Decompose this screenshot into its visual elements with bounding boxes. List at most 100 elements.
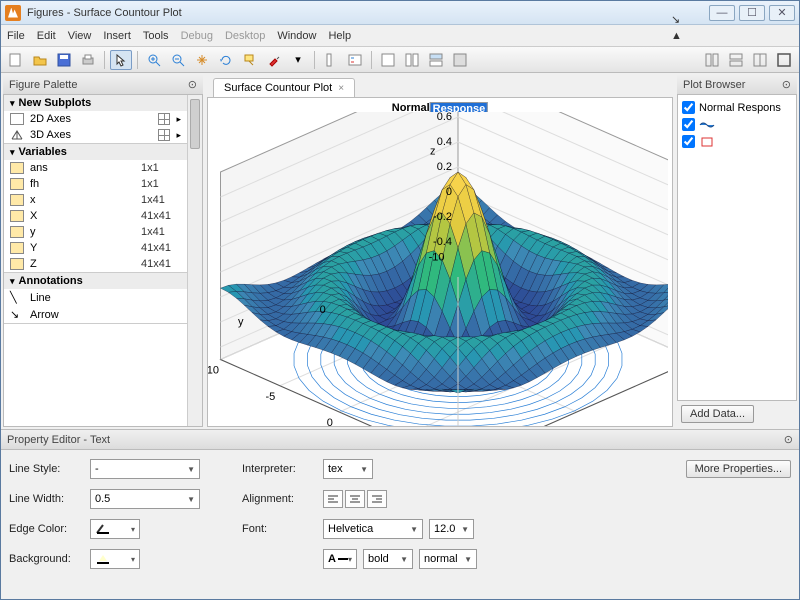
brush-button[interactable] [263, 50, 285, 70]
palette-scrollbar[interactable] [187, 95, 202, 426]
panel-menu-icon[interactable]: ⊙ [784, 433, 793, 446]
annotation-arrow[interactable]: ↘Arrow [4, 306, 187, 323]
visibility-checkbox[interactable] [682, 118, 695, 131]
layout2-button[interactable] [401, 50, 423, 70]
svg-text:0: 0 [446, 186, 452, 198]
grid4-button[interactable] [749, 50, 771, 70]
subplot-3d-axes[interactable]: 3D Axes▸ [4, 127, 187, 143]
menu-edit[interactable]: Edit [37, 30, 56, 42]
font-size-select[interactable]: 12.0▼ [429, 519, 474, 539]
layout3-button[interactable] [425, 50, 447, 70]
pointer-button[interactable] [110, 50, 132, 70]
figure-palette-header[interactable]: Figure Palette ⊙ [3, 75, 203, 95]
new-subplots-header[interactable]: New Subplots [4, 95, 187, 111]
variable-row[interactable]: ans1x1 [4, 160, 187, 176]
line-style-label: Line Style: [9, 463, 84, 475]
menu-view[interactable]: View [68, 30, 92, 42]
surface-swatch-icon [699, 120, 715, 130]
zoom-in-button[interactable] [143, 50, 165, 70]
grid2-button[interactable] [701, 50, 723, 70]
variable-icon [10, 242, 24, 254]
plot-browser-panel: Plot Browser ⊙ Normal Respons Add Data..… [677, 75, 797, 427]
tab-close-icon[interactable]: × [338, 83, 344, 94]
plot-browser-header[interactable]: Plot Browser ⊙ [677, 75, 797, 95]
grid3-button[interactable] [725, 50, 747, 70]
grid-icon[interactable] [158, 113, 170, 125]
variables-header[interactable]: Variables [4, 144, 187, 160]
svg-text:z: z [430, 146, 436, 158]
menu-desktop[interactable]: Desktop [225, 30, 265, 42]
legend-button[interactable] [344, 50, 366, 70]
font-weight-select[interactable]: bold▼ [363, 549, 413, 569]
visibility-checkbox[interactable] [682, 135, 695, 148]
svg-text:0.2: 0.2 [437, 161, 452, 173]
font-family-select[interactable]: Helvetica▼ [323, 519, 423, 539]
grid1-button[interactable] [677, 50, 699, 70]
property-editor-panel: Property Editor - Text ⊙ Line Style: -▼ … [1, 429, 799, 599]
layout1-button[interactable] [377, 50, 399, 70]
datatip-button[interactable] [239, 50, 261, 70]
pan-button[interactable] [191, 50, 213, 70]
variable-row[interactable]: x1x41 [4, 192, 187, 208]
link-button[interactable]: ▾ [287, 50, 309, 70]
main-area: Figure Palette ⊙ New Subplots 2D Axes▸ 3… [1, 73, 799, 429]
font-style-select[interactable]: normal▼ [419, 549, 477, 569]
variable-row[interactable]: y1x41 [4, 224, 187, 240]
annotations-header[interactable]: Annotations [4, 273, 187, 289]
svg-text:-0.2: -0.2 [433, 211, 452, 223]
property-editor-header[interactable]: Property Editor - Text ⊙ [1, 430, 799, 450]
menu-help[interactable]: Help [328, 30, 351, 42]
figure-tab[interactable]: Surface Countour Plot × [213, 78, 355, 97]
font-label: Font: [242, 523, 317, 535]
variable-row[interactable]: X41x41 [4, 208, 187, 224]
menu-debug[interactable]: Debug [181, 30, 213, 42]
add-data-button[interactable]: Add Data... [681, 405, 754, 423]
panel-menu-icon[interactable]: ⊙ [782, 78, 791, 91]
grid-icon[interactable] [158, 129, 170, 141]
variable-icon [10, 194, 24, 206]
dock-menu-icon[interactable]: ▲ [671, 30, 791, 42]
align-right-button[interactable] [367, 490, 387, 508]
layout4-button[interactable] [449, 50, 471, 70]
figure-area: Surface Countour Plot × Normal Response … [207, 75, 673, 427]
align-left-button[interactable] [323, 490, 343, 508]
annotation-line[interactable]: ╲Line [4, 289, 187, 306]
colorbar-button[interactable] [320, 50, 342, 70]
align-center-button[interactable] [345, 490, 365, 508]
browser-item[interactable]: Normal Respons [682, 99, 792, 116]
maximize-panel-button[interactable] [773, 50, 795, 70]
edge-color-label: Edge Color: [9, 523, 84, 535]
variable-row[interactable]: fh1x1 [4, 176, 187, 192]
edge-color-select[interactable]: ▾ [90, 519, 140, 539]
svg-text:0: 0 [327, 417, 333, 427]
zoom-out-button[interactable] [167, 50, 189, 70]
open-button[interactable] [29, 50, 51, 70]
subplot-2d-axes[interactable]: 2D Axes▸ [4, 111, 187, 127]
font-color-select[interactable]: A▾ [323, 549, 357, 569]
background-color-select[interactable]: ▾ [90, 549, 140, 569]
line-width-label: Line Width: [9, 493, 84, 505]
menu-insert[interactable]: Insert [103, 30, 131, 42]
menu-tools[interactable]: Tools [143, 30, 169, 42]
menu-file[interactable]: File [7, 30, 25, 42]
undock-icon[interactable]: ↘ [671, 13, 791, 26]
line-style-select[interactable]: -▼ [90, 459, 200, 479]
save-button[interactable] [53, 50, 75, 70]
browser-item[interactable] [682, 133, 792, 150]
rotate-button[interactable] [215, 50, 237, 70]
variable-row[interactable]: Z41x41 [4, 256, 187, 272]
window-title: Figures - Surface Countour Plot [27, 7, 709, 19]
svg-text:-10: -10 [429, 251, 445, 263]
line-width-select[interactable]: 0.5▼ [90, 489, 200, 509]
variable-row[interactable]: Y41x41 [4, 240, 187, 256]
menu-window[interactable]: Window [277, 30, 316, 42]
plot-canvas[interactable]: Normal Response -10-50510-10010-0.4-0.20… [207, 97, 673, 427]
more-properties-button[interactable]: More Properties... [686, 460, 791, 478]
print-button[interactable] [77, 50, 99, 70]
visibility-checkbox[interactable] [682, 101, 695, 114]
interpreter-select[interactable]: tex▼ [323, 459, 373, 479]
browser-item[interactable] [682, 116, 792, 133]
figures-window: Figures - Surface Countour Plot — ☐ ✕ Fi… [0, 0, 800, 600]
new-figure-button[interactable] [5, 50, 27, 70]
panel-menu-icon[interactable]: ⊙ [188, 78, 197, 91]
